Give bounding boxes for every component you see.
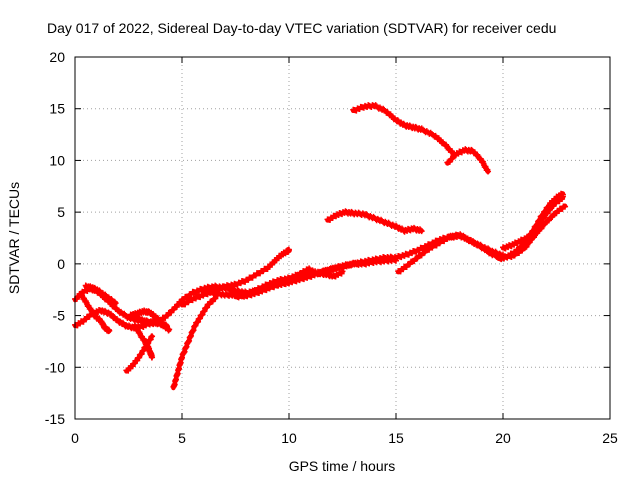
data-point [538,218,545,225]
data-point [532,226,539,233]
chart-title: Day 017 of 2022, Sidereal Day-to-day VTE… [47,20,556,36]
data-point [549,213,556,220]
y-axis-label: SDTVAR / TECUs [6,182,22,294]
data-point [106,327,113,334]
data-point [339,268,346,275]
y-tick-label: -5 [53,308,66,324]
series-arc-18 [495,190,566,263]
y-tick-label: -10 [45,359,65,375]
x-tick-label: 25 [602,430,618,446]
x-tick-label: 5 [178,430,186,446]
data-point [538,225,545,232]
series-arc-4 [82,282,119,307]
series-arc-19 [500,193,566,252]
data-series [72,102,569,391]
data-point [286,247,292,254]
y-tick-labels: -15 -10 -5 0 5 10 15 20 [45,49,65,427]
data-point [547,206,554,213]
data-point [544,210,551,217]
x-tick-label: 20 [495,430,511,446]
data-point [541,214,548,221]
series-arc-14 [324,208,425,235]
data-point [529,230,536,237]
plot-frame [74,56,611,420]
x-tick-label: 0 [71,430,79,446]
data-point [112,300,119,307]
series-arc-9 [170,292,220,391]
data-point [418,228,425,235]
data-point [541,221,548,228]
x-axis-label: GPS time / hours [289,458,396,474]
y-tick-label: 20 [49,49,65,65]
data-point [559,193,566,200]
data-point [534,230,541,237]
x-tick-labels: 0 5 10 15 20 25 [71,430,618,446]
data-point [526,233,533,240]
series-arc-3 [78,290,113,335]
y-tick-label: -15 [45,411,65,427]
data-point [562,203,569,210]
y-tick-label: 5 [57,204,65,220]
series-arc-8 [131,321,156,361]
data-point [546,217,553,224]
x-tick-label: 15 [388,430,404,446]
data-point [417,227,424,234]
data-point [485,168,492,175]
data-point [535,223,542,230]
y-tick-label: 0 [57,256,65,272]
series-arc-7 [123,333,156,374]
y-tick-label: 15 [49,101,65,117]
data-point [142,338,149,345]
y-tick-label: 10 [49,152,65,168]
series-arc-10 [179,246,292,308]
series-arc-16 [444,146,492,175]
data-point [393,257,399,264]
x-tick-label: 10 [281,430,297,446]
series-line [350,103,457,157]
data-point [166,326,173,333]
data-point [149,333,156,340]
series-arc-15 [350,102,457,158]
series-arc-13 [290,265,346,282]
